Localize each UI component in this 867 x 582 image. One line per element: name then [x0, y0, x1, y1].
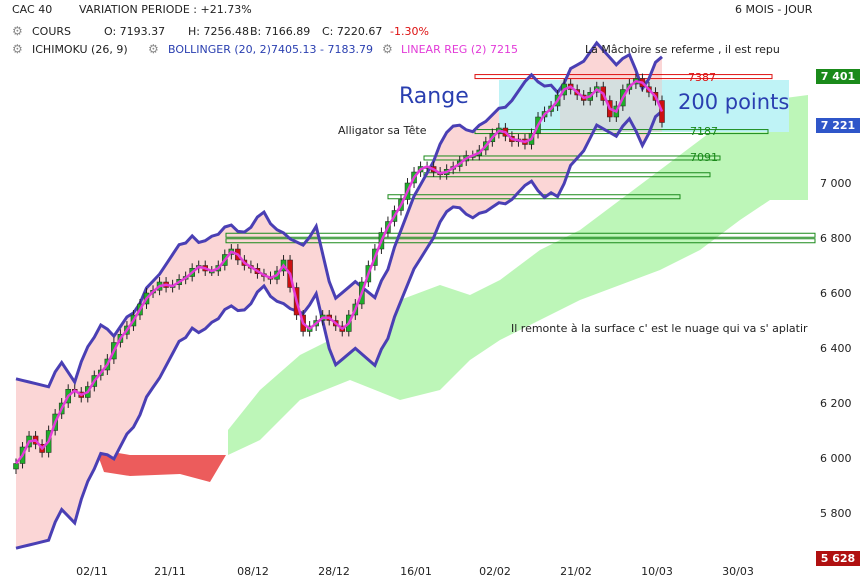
x-tick-label: 30/03 [722, 565, 754, 578]
linear-regression-line [15, 79, 664, 465]
level-6790 [225, 238, 816, 244]
level-6810 [225, 232, 816, 238]
cloud-red [84, 437, 226, 482]
variation-periode: VARIATION PERIODE : +21.73% [79, 3, 252, 16]
level-7091 [423, 155, 721, 161]
y-tick-label: 7 000 [820, 177, 852, 190]
x-tick-label: 21/02 [560, 565, 592, 578]
machoire-annotation: La Mâchoire se referme , il est repu [585, 43, 780, 56]
x-tick-label: 28/12 [318, 565, 350, 578]
candle-body [13, 463, 19, 470]
y-tick-label: 6 000 [820, 452, 852, 465]
instrument-name: CAC 40 [12, 3, 53, 16]
gear-icon[interactable]: ⚙ [12, 24, 23, 38]
price-tag-last: 7 221 [816, 118, 860, 133]
x-tick-label: 02/02 [479, 565, 511, 578]
gear-icon[interactable]: ⚙ [382, 42, 393, 56]
axes: 7 000 6 800 6 600 6 400 6 200 6 000 5 800 02/11… [76, 177, 851, 578]
level-label-support: 7187 [690, 125, 718, 138]
high-value: H: 7256.48 [188, 25, 249, 38]
linreg-line [15, 79, 664, 465]
gear-icon[interactable]: ⚙ [148, 42, 159, 56]
bollinger-upper [15, 40, 663, 389]
bollinger-lines [15, 40, 663, 550]
alligator-annotation: Alligator sa Tête [338, 124, 427, 137]
y-tick-label: 6 600 [820, 287, 852, 300]
x-tick-label: 16/01 [400, 565, 432, 578]
x-tick-label: 10/03 [641, 565, 673, 578]
bollinger-label: BOLLINGER (20, 2) [168, 43, 271, 56]
period-label[interactable]: 6 MOIS - JOUR [735, 3, 813, 16]
open-value: O: 7193.37 [104, 25, 166, 38]
close-value: C: 7220.67 [322, 25, 383, 38]
y-tick-label: 6 200 [820, 397, 852, 410]
linreg-value: 7215 [490, 43, 518, 56]
y-tick-label: 6 400 [820, 342, 852, 355]
cours-label: COURS [32, 25, 72, 38]
level-label-support2: 7091 [690, 151, 718, 164]
x-tick-label: 02/11 [76, 565, 108, 578]
ichimoku-label: ICHIMOKU (26, 9) [32, 43, 128, 56]
price-tag-high: 7 401 [816, 69, 860, 84]
level-6950 [387, 194, 681, 200]
y-tick-label: 6 800 [820, 232, 852, 245]
gear-icon[interactable]: ⚙ [12, 42, 23, 56]
change-value: -1.30% [390, 25, 429, 38]
nuage-annotation: Il remonte à la surface c' est le nuage … [511, 322, 808, 335]
horizontal-levels [225, 74, 816, 244]
level-label-resistance: 7387 [688, 71, 716, 84]
bollinger-values: 7405.13 - 7183.79 [271, 43, 373, 56]
x-tick-label: 08/12 [237, 565, 269, 578]
linreg-label: LINEAR REG (2) [401, 43, 487, 56]
level-7387 [474, 74, 773, 80]
price-tag-low: 5 628 [816, 551, 860, 566]
range-annotation: Range [399, 84, 469, 109]
y-tick-label: 5 800 [820, 507, 852, 520]
x-tick-label: 21/11 [154, 565, 186, 578]
bollinger-lower [15, 110, 663, 550]
points-annotation: 200 points [678, 90, 790, 114]
low-value: B: 7166.89 [250, 25, 311, 38]
